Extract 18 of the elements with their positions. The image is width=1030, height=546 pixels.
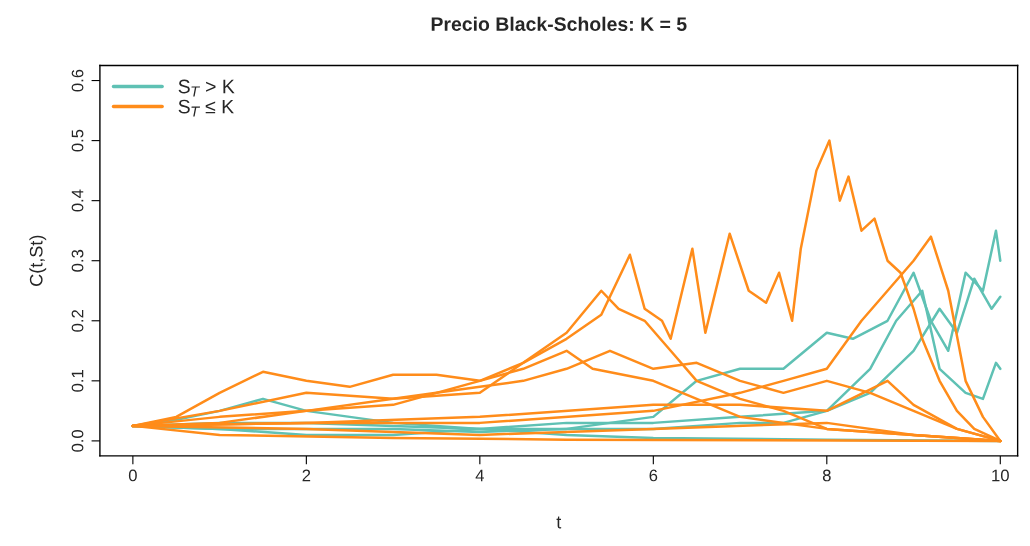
y-axis-title: C(t,St) [29,235,47,286]
chart-title: Precio Black-Scholes: K = 5 [431,16,687,31]
y-tick-label: 0.5 [71,129,84,152]
y-tick-label: 0.0 [71,429,84,452]
y-tick-label: 0.2 [71,310,84,332]
legend-label: S$_{T}$ ≤ K [178,99,234,117]
x-axis-title: t [556,516,562,529]
x-tick-label: 2 [302,469,311,482]
x-tick-label: 8 [822,469,831,482]
y-tick-label: 0.3 [71,249,84,272]
y-tick-label: 0.6 [71,69,84,92]
x-tick-label: 4 [475,469,484,482]
x-tick-label: 0 [128,469,137,482]
x-tick-label: 6 [649,469,658,482]
x-tick-label: 10 [992,469,1009,482]
y-tick-label: 0.4 [71,189,84,212]
legend-label: S$_{T}$ > K [178,79,235,97]
y-tick-label: 0.1 [71,370,84,392]
